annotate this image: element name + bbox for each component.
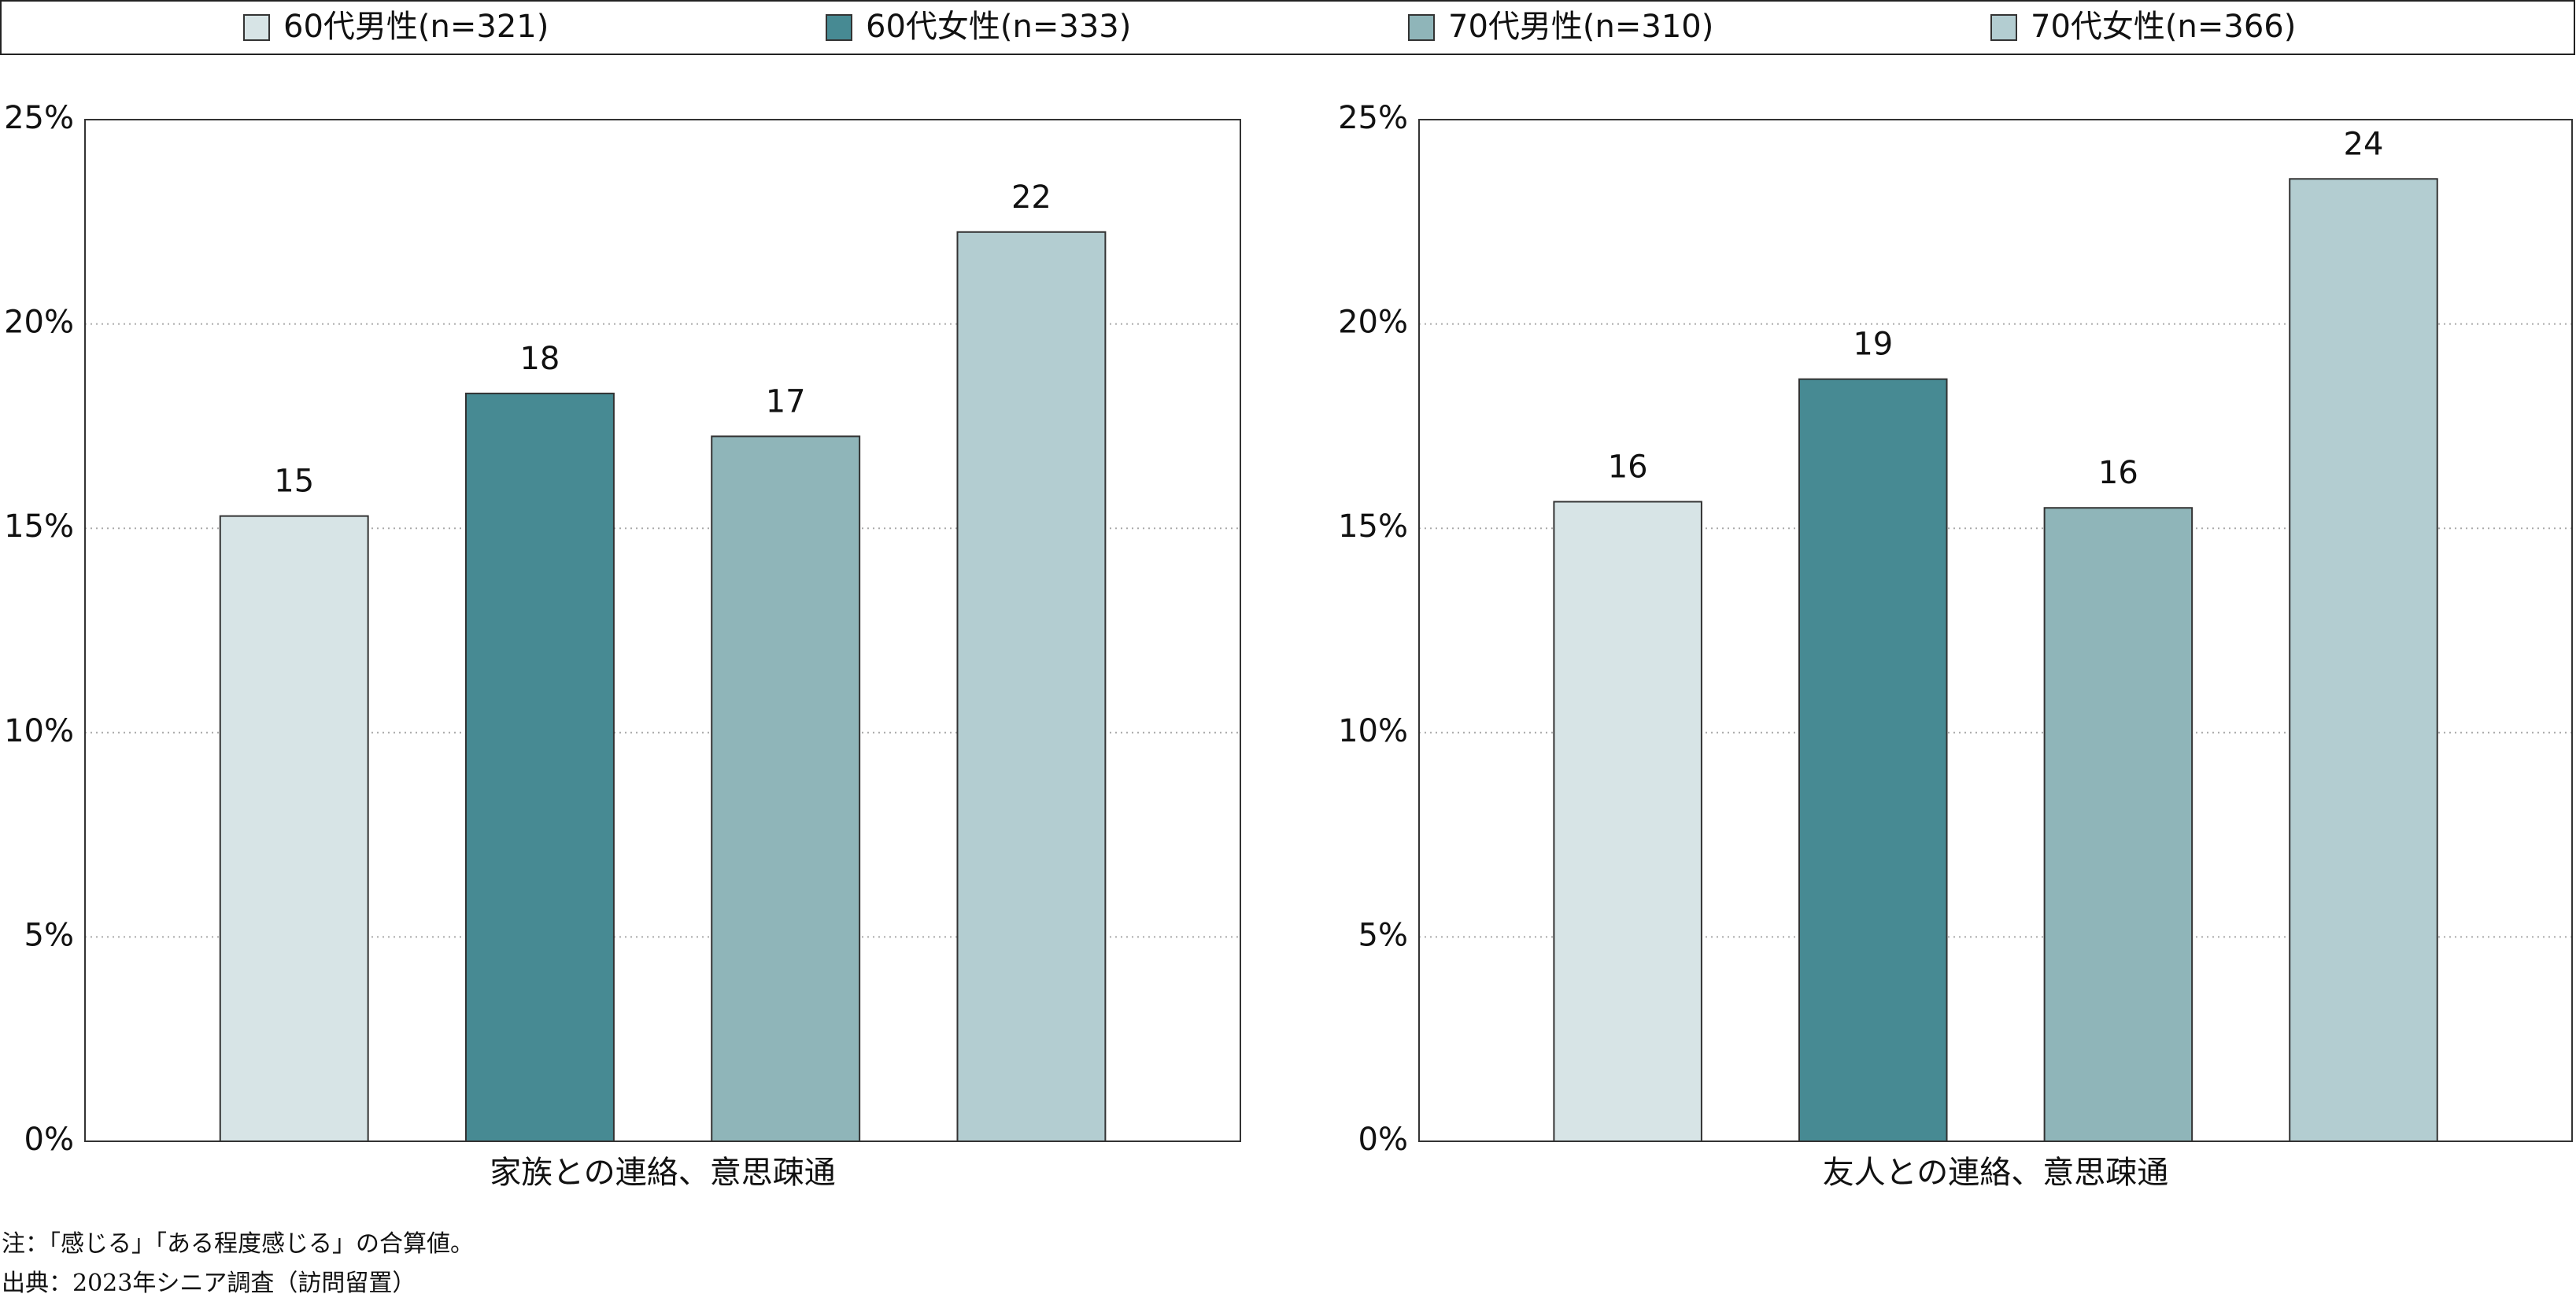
bar bbox=[219, 515, 369, 1142]
legend-swatch bbox=[1990, 14, 2017, 41]
y-tick-label: 15% bbox=[4, 508, 74, 545]
legend-label: 70代女性(n=366) bbox=[2031, 9, 2296, 45]
y-tick-label: 0% bbox=[24, 1122, 74, 1158]
y-tick-label: 0% bbox=[1358, 1122, 1408, 1158]
plot-frame bbox=[1418, 119, 2573, 1142]
y-tick-label: 10% bbox=[4, 713, 74, 749]
value-label: 22 bbox=[1011, 179, 1051, 216]
y-tick-label: 25% bbox=[4, 100, 74, 136]
value-label: 16 bbox=[2098, 455, 2138, 491]
value-label: 18 bbox=[519, 341, 560, 377]
legend-swatch bbox=[1408, 14, 1435, 41]
legend-swatch bbox=[826, 14, 852, 41]
bar bbox=[464, 392, 615, 1142]
bar bbox=[1553, 501, 1702, 1142]
legend-swatch bbox=[243, 14, 270, 41]
y-tick-label: 5% bbox=[1358, 917, 1408, 953]
legend-label: 70代男性(n=310) bbox=[1448, 9, 1713, 45]
legend-label: 60代男性(n=321) bbox=[283, 9, 549, 45]
x-tick-label: 友人との連絡、意思疎通 bbox=[1823, 1155, 2169, 1191]
legend-box bbox=[0, 0, 2575, 55]
x-tick-label: 家族との連絡、意思疎通 bbox=[490, 1155, 836, 1191]
bar bbox=[956, 231, 1107, 1142]
value-label: 17 bbox=[766, 383, 806, 420]
legend-label: 60代女性(n=333) bbox=[866, 9, 1131, 45]
bar bbox=[711, 435, 861, 1142]
y-tick-label: 15% bbox=[1338, 508, 1408, 545]
value-label: 19 bbox=[1853, 327, 1893, 363]
y-tick-label: 10% bbox=[1338, 713, 1408, 749]
bar bbox=[1798, 378, 1948, 1142]
note: 注：「感じる」「ある程度感じる」の合算値。 bbox=[2, 1230, 474, 1258]
note: 出典：2023年シニア調査（訪問留置） bbox=[2, 1270, 416, 1297]
y-tick-label: 20% bbox=[4, 305, 74, 341]
bar bbox=[2289, 178, 2438, 1142]
plot-frame bbox=[84, 119, 1241, 1142]
y-tick-label: 20% bbox=[1338, 305, 1408, 341]
y-tick-label: 25% bbox=[1338, 100, 1408, 136]
value-label: 15 bbox=[274, 464, 314, 500]
y-tick-label: 5% bbox=[24, 917, 74, 953]
bar bbox=[2043, 507, 2193, 1142]
value-label: 16 bbox=[1608, 449, 1648, 485]
value-label: 24 bbox=[2344, 126, 2384, 162]
